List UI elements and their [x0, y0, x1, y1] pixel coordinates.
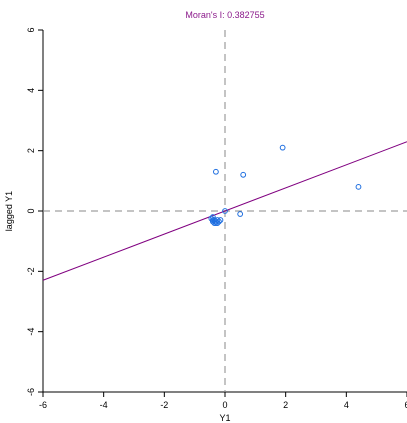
data-point — [213, 168, 219, 175]
y-tick-label: -6 — [26, 388, 36, 396]
y-tick-label: -2 — [26, 267, 36, 275]
regression-line — [42, 141, 407, 281]
y-axis-title: lagged Y1 — [4, 191, 14, 231]
y-tick-label: 0 — [26, 208, 36, 213]
data-point — [214, 220, 221, 226]
chart-title: Moran's I: 0.382755 — [185, 10, 264, 20]
x-tick-label: 6 — [404, 400, 407, 410]
x-tick-label: -4 — [100, 400, 108, 410]
regression-line-group — [42, 141, 407, 281]
x-axis-title: Y1 — [219, 413, 230, 423]
data-point — [222, 208, 228, 214]
data-point — [355, 183, 362, 190]
data-points — [208, 144, 362, 226]
data-point — [209, 217, 216, 223]
plot-area — [42, 30, 407, 393]
data-point — [279, 144, 286, 151]
data-point — [208, 215, 215, 222]
data-point — [237, 211, 244, 217]
x-tick-label: 0 — [222, 400, 227, 410]
data-point — [240, 171, 247, 178]
x-tick-label: 2 — [283, 400, 288, 410]
y-tick-label: -4 — [26, 328, 36, 336]
x-tick-label: -2 — [160, 400, 168, 410]
data-point — [217, 217, 224, 223]
y-tick-label: 4 — [26, 88, 36, 93]
y-axis-ticks: -6 -4 -2 0 2 4 6 — [26, 27, 43, 396]
x-axis-ticks: -6 -4 -2 0 2 4 6 — [39, 392, 407, 410]
y-tick-label: 2 — [26, 148, 36, 153]
x-tick-label: 4 — [344, 400, 349, 410]
data-point — [211, 220, 218, 226]
y-tick-label: 6 — [26, 27, 36, 32]
x-tick-label: -6 — [39, 400, 47, 410]
